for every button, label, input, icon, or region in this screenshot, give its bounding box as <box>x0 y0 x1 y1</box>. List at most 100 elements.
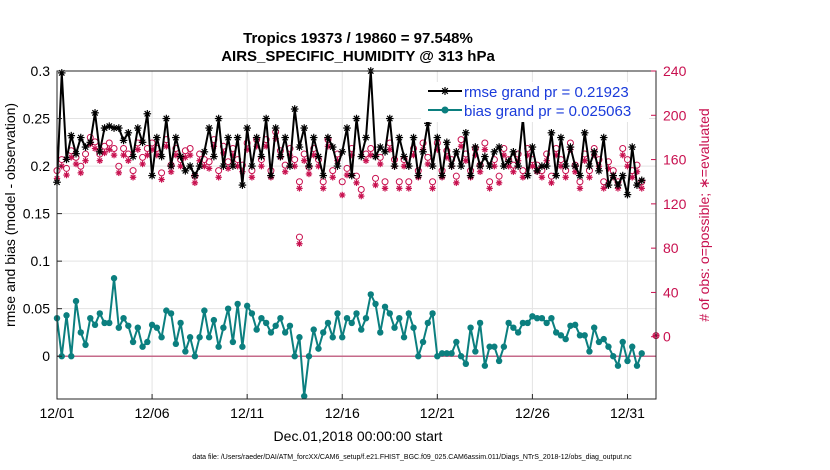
obs-evaluated-point <box>301 157 308 164</box>
obs-evaluated-point <box>63 171 70 179</box>
rmse-point-core <box>169 164 173 168</box>
obs-evaluated-point <box>510 168 517 175</box>
rmse-point-core <box>64 157 69 162</box>
rmse-point-core <box>387 116 392 121</box>
rmse-point-core <box>473 145 478 149</box>
obs-evaluated-point <box>144 151 151 159</box>
bias-point <box>505 319 512 327</box>
bias-point <box>229 338 237 346</box>
legend-rmse-star <box>441 87 449 95</box>
rmse-point-core <box>578 173 582 178</box>
rmse-point-core <box>359 154 364 159</box>
axis-ticks: 12/01 12/06 12/11 12/16 12/21 12/26 12/31 0 0.05… <box>23 63 687 421</box>
bias-point <box>391 324 398 331</box>
bias-point <box>191 353 199 360</box>
rmse-point-core <box>506 159 511 164</box>
bias-point <box>434 353 441 360</box>
bias-point <box>443 350 451 357</box>
rmse-point-core <box>102 126 107 130</box>
obs-evaluated-point <box>248 174 256 181</box>
y-tick-label: 0.05 <box>23 301 50 317</box>
obs-evaluated-point <box>163 143 170 150</box>
bias-point <box>153 324 161 331</box>
bias-point <box>110 275 118 282</box>
rmse-point <box>167 162 175 170</box>
rmse-point <box>224 133 232 142</box>
bias-point <box>605 343 612 350</box>
rmse-point <box>343 124 351 132</box>
bias-point <box>72 297 80 305</box>
bias-point <box>343 314 351 322</box>
bias-point <box>301 392 308 400</box>
bias-point <box>120 314 127 322</box>
rmse-point <box>580 128 589 137</box>
rmse-point <box>67 131 76 140</box>
bias-point <box>519 319 527 327</box>
bias-point <box>367 291 374 298</box>
bias-point <box>629 343 636 350</box>
rmse-point-core <box>159 154 164 159</box>
y-tick-label: 0 <box>42 348 50 364</box>
rmse-point-core <box>435 135 440 140</box>
x-tick-label: 12/11 <box>230 405 264 421</box>
obs-possible-point <box>372 174 380 182</box>
rmse-point-core <box>620 173 625 178</box>
bias-point <box>148 321 156 329</box>
bias-point <box>524 319 531 327</box>
bias-point <box>495 357 503 365</box>
obs-evaluated-point <box>381 185 389 192</box>
bias-point <box>491 343 498 350</box>
rmse-point-core <box>183 169 188 173</box>
rmse-point <box>457 162 465 170</box>
obs-evaluated-point <box>619 151 626 159</box>
y-axis-label: rmse and bias (model - observation) <box>2 103 18 327</box>
rmse-point-core <box>321 173 326 178</box>
rmse-point <box>395 133 404 142</box>
obs-evaluated-point <box>557 163 565 170</box>
obs-possible-point <box>129 167 137 175</box>
rmse-point-core <box>311 135 316 140</box>
obs-evaluated-point <box>548 179 555 187</box>
bias-point <box>144 338 151 346</box>
bias-point <box>106 319 113 327</box>
rmse-point-core <box>559 135 563 140</box>
rmse-point <box>333 162 342 170</box>
rmse-point-core <box>554 173 558 178</box>
bias-point <box>548 314 555 322</box>
rmse-point-core <box>145 111 150 116</box>
rmse-point <box>438 171 446 180</box>
rmse-point <box>243 124 251 132</box>
obs-evaluated-point <box>115 169 123 177</box>
rmse-point-core <box>544 164 549 168</box>
rmse-point <box>618 171 627 180</box>
bias-point <box>224 305 232 312</box>
rmse-point <box>495 143 503 151</box>
rmse-point <box>176 152 185 161</box>
rmse-point <box>195 162 204 170</box>
bias-point <box>262 319 270 327</box>
rmse-point-core <box>235 135 240 140</box>
bias-point <box>467 324 474 331</box>
rmse-point <box>590 148 598 156</box>
rmse-point-core <box>440 173 444 178</box>
obs-possible-point <box>77 162 85 170</box>
rmse-point-core <box>483 154 487 159</box>
bias-point <box>163 307 170 314</box>
bias-point <box>310 326 317 333</box>
rmse-point-core <box>392 164 397 168</box>
rmse-point-core <box>121 138 126 143</box>
rmse-point-core <box>635 183 639 187</box>
rmse-point-core <box>611 173 616 178</box>
bias-point <box>462 360 470 368</box>
rmse-point <box>153 133 161 142</box>
rmse-point-core <box>630 145 635 149</box>
rmse-point-core <box>83 145 88 149</box>
rmse-point-core <box>188 164 192 168</box>
obs-possible-point <box>343 164 351 172</box>
rmse-point-core <box>516 164 520 168</box>
rmse-point <box>81 143 90 151</box>
rmse-point <box>419 148 427 156</box>
rmse-point-core <box>606 183 611 187</box>
rmse-point <box>290 105 299 113</box>
